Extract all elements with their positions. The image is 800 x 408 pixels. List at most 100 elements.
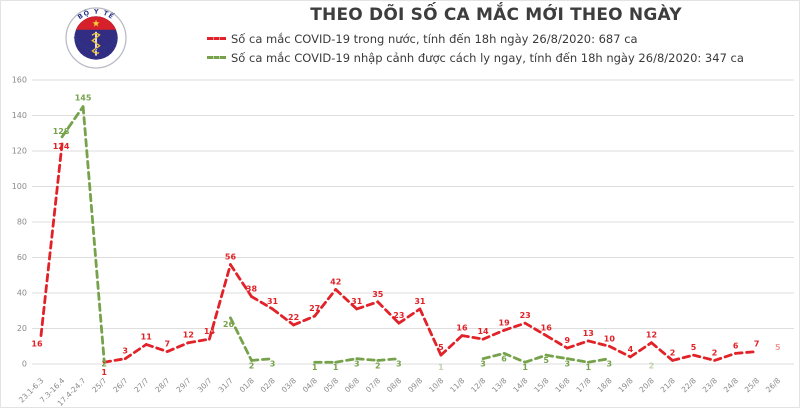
data-label-imported: 128 xyxy=(53,127,70,136)
series-segment-domestic xyxy=(207,263,232,341)
x-axis-tick-label: 01/8 xyxy=(238,376,256,394)
y-axis-tick-label: 40 xyxy=(17,289,27,298)
x-axis-tick-label: 25/8 xyxy=(743,376,761,394)
data-label-imported: 1 xyxy=(312,363,318,372)
x-axis-tick-label: 20/8 xyxy=(638,376,656,394)
series-segment-imported xyxy=(376,357,401,362)
x-axis-tick-label: 08/8 xyxy=(385,376,403,394)
data-label-domestic: 2 xyxy=(670,348,676,357)
series-segment-domestic xyxy=(607,344,632,359)
data-label-domestic: 27 xyxy=(309,304,320,313)
y-axis-tick-label: 140 xyxy=(12,111,27,120)
series-segment-domestic xyxy=(165,341,190,353)
x-axis-tick-label: 10/8 xyxy=(427,376,445,394)
data-label-domestic: 4 xyxy=(628,345,634,354)
x-axis-tick-label: 11/8 xyxy=(448,376,466,394)
data-label-imported: 1 xyxy=(438,363,444,372)
green-dash-icon xyxy=(207,56,226,59)
data-label-domestic: 5 xyxy=(438,343,444,352)
y-axis-tick-label: 100 xyxy=(12,182,27,191)
star-icon: ★ xyxy=(92,19,100,30)
data-label-domestic: 13 xyxy=(583,329,594,338)
series-segment-imported xyxy=(250,357,274,362)
data-label-domestic: 31 xyxy=(414,297,426,306)
data-label-domestic: 23 xyxy=(393,311,404,320)
data-label-imported: 3 xyxy=(354,360,360,369)
series-segment-domestic xyxy=(671,353,695,362)
series-segment-domestic xyxy=(713,351,738,362)
data-label-domestic: 42 xyxy=(330,277,341,286)
data-label-domestic: 16 xyxy=(31,340,43,349)
x-axis-tick-label: 16/8 xyxy=(553,376,571,394)
series-segment-domestic xyxy=(586,339,611,348)
chart-header: THEO DÕI SỐ CA MẮC MỚI THEO NGÀY Số ca m… xyxy=(201,5,791,67)
series-segment-imported xyxy=(502,351,527,364)
data-label-domestic: 124 xyxy=(53,142,70,151)
series-segment-imported xyxy=(586,357,611,364)
series-segment-domestic xyxy=(376,300,401,325)
x-axis-tick-label: 24/8 xyxy=(722,376,740,394)
legend-item-domestic: Số ca mắc COVID-19 trong nước, tính đến … xyxy=(207,29,791,48)
x-axis-tick-label: 05/8 xyxy=(322,376,340,394)
data-label-imported: 145 xyxy=(75,94,92,103)
data-label-domestic: 31 xyxy=(267,297,279,306)
series-segment-domestic xyxy=(355,300,380,311)
series-segment-domestic xyxy=(123,343,148,361)
chart-title: THEO DÕI SỐ CA MẮC MỚI THEO NGÀY xyxy=(310,5,682,25)
data-label-domestic: 35 xyxy=(372,290,384,299)
data-label-domestic: 38 xyxy=(246,285,258,294)
snake-icon xyxy=(91,32,101,54)
series-segment-domestic xyxy=(229,263,253,298)
series-segment-imported xyxy=(565,357,590,364)
x-axis-tick-label: 21/8 xyxy=(659,376,677,394)
data-label-domestic: 1 xyxy=(101,368,107,377)
data-label-imported: 1 xyxy=(522,363,528,372)
data-label-domestic: 16 xyxy=(456,324,468,333)
x-axis-tick-label: 02/8 xyxy=(259,376,277,394)
data-label-domestic: 7 xyxy=(754,340,760,349)
x-axis-tick-label: 17/8 xyxy=(574,376,592,394)
series-segment-domestic xyxy=(418,307,443,357)
series-segment-domestic xyxy=(397,307,422,325)
series-segment-domestic xyxy=(734,350,759,355)
series-segment-imported xyxy=(229,316,253,362)
data-label-imported: 5 xyxy=(543,356,549,365)
data-label-domestic: 31 xyxy=(351,297,363,306)
x-axis-tick-label: 06/8 xyxy=(343,376,361,394)
data-label-imported: 3 xyxy=(396,360,402,369)
data-label-domestic: 22 xyxy=(288,313,299,322)
data-label-imported: 26 xyxy=(223,320,235,329)
data-label-imported: 3 xyxy=(564,360,570,369)
data-label-imported: 3 xyxy=(480,360,486,369)
series-segment-domestic xyxy=(102,357,127,364)
data-label-imported: 3 xyxy=(607,360,613,369)
data-label-domestic: 19 xyxy=(499,318,511,327)
data-label-domestic: 23 xyxy=(520,311,531,320)
data-label-domestic: 5 xyxy=(775,343,781,352)
x-axis-tick-label: 18/8 xyxy=(595,376,613,394)
x-axis-tick-label: 19/8 xyxy=(617,376,635,394)
x-axis-tick-label: 15/8 xyxy=(532,376,550,394)
series-segment-domestic xyxy=(271,307,296,327)
data-label-imported: 2 xyxy=(249,361,255,370)
data-label-imported: 1 xyxy=(586,363,592,372)
ministry-of-health-logo: ★ BỘ Y TẾ MINISTRY OF HEALTH xyxy=(65,7,127,69)
series-segment-domestic xyxy=(250,295,274,311)
data-label-domestic: 12 xyxy=(183,331,194,340)
x-axis-tick-label: 30/7 xyxy=(196,376,214,394)
data-label-domestic: 10 xyxy=(604,334,616,343)
data-label-domestic: 11 xyxy=(141,332,153,341)
series-segment-imported xyxy=(334,357,359,364)
series-segment-domestic xyxy=(692,353,716,362)
data-label-imported: 2 xyxy=(375,361,381,370)
red-dash-icon xyxy=(207,37,226,40)
data-label-domestic: 9 xyxy=(564,336,570,345)
series-segment-domestic xyxy=(334,288,359,311)
series-segment-domestic xyxy=(292,314,317,327)
legend-label-domestic: Số ca mắc COVID-19 trong nước, tính đến … xyxy=(231,31,638,46)
y-axis-tick-label: 0 xyxy=(22,360,27,369)
data-label-domestic: 7 xyxy=(165,340,171,349)
legend-label-imported: Số ca mắc COVID-19 nhập cảnh được cách l… xyxy=(231,50,744,65)
chart-legend: Số ca mắc COVID-19 trong nước, tính đến … xyxy=(201,29,791,67)
